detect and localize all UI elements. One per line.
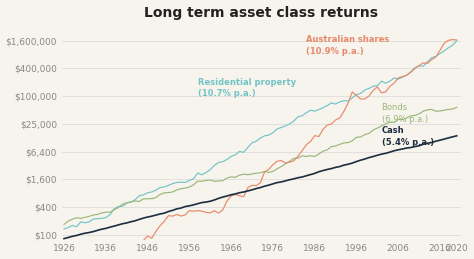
Title: Long term asset class returns: Long term asset class returns — [145, 5, 378, 20]
Text: Australian shares
(10.9% p.a.): Australian shares (10.9% p.a.) — [306, 35, 390, 56]
Text: Bonds
(6.9% p.a.): Bonds (6.9% p.a.) — [382, 103, 428, 124]
Text: Residential property
(10.7% p.a.): Residential property (10.7% p.a.) — [198, 78, 296, 98]
Text: Cash
(5.4% p.a.): Cash (5.4% p.a.) — [382, 126, 434, 147]
